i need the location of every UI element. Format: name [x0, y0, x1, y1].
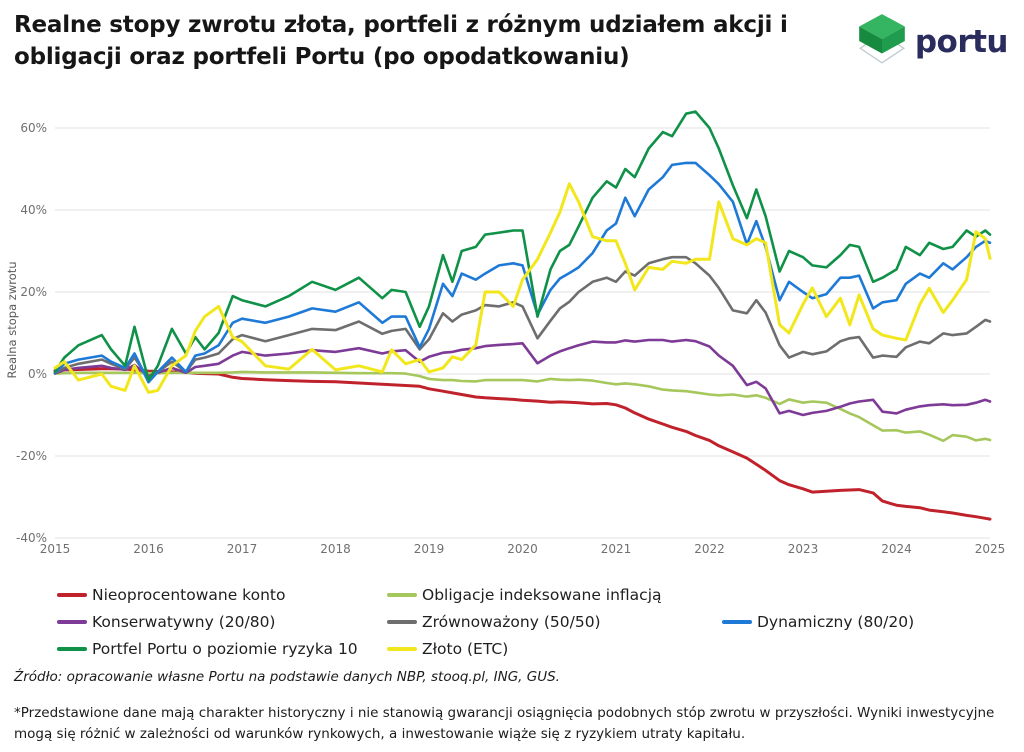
page-title-line-2: obligacji oraz portfeli Portu (po opodat… [14, 43, 630, 70]
chart-legend: Nieoprocentowane konto Obligacje indekso… [57, 586, 1007, 658]
legend-row-2: Konserwatywny (20/80) Zrównoważony (50/5… [57, 613, 1007, 631]
series-line-1 [53, 370, 992, 443]
series-line-3 [53, 255, 992, 380]
x-tick-label: 2019 [414, 542, 445, 556]
x-tick-label: 2021 [601, 542, 632, 556]
legend-swatch-darkgreen [57, 647, 87, 651]
source-note: Źródło: opracowanie własne Portu na pods… [14, 669, 560, 685]
legend-row-3: Portfel Portu o poziomie ryzyka 10 Złoto… [57, 640, 1007, 658]
legend-label: Konserwatywny (20/80) [92, 613, 276, 631]
series-line-5 [53, 110, 992, 382]
series-line-4 [53, 161, 992, 384]
portu-wordmark: portu [914, 23, 1009, 60]
legend-item-dynamiczny: Dynamiczny (80/20) [722, 613, 1007, 631]
legend-row-1: Nieoprocentowane konto Obligacje indekso… [57, 586, 1007, 604]
legend-label: Złoto (ETC) [422, 640, 509, 658]
page-title-line-1: Realne stopy zwrotu złota, portfeli z ró… [14, 12, 788, 38]
series-line-2 [53, 338, 992, 417]
legend-label: Portfel Portu o poziomie ryzyka 10 [92, 640, 358, 658]
page-title: Realne stopy zwrotu złota, portfeli z ró… [14, 10, 788, 73]
y-tick-label: -20% [16, 449, 47, 463]
legend-swatch-blue [722, 620, 752, 624]
x-tick-label: 2024 [881, 542, 912, 556]
x-tick-label: 2020 [507, 542, 538, 556]
portu-cube-icon [856, 12, 908, 72]
legend-item-zloto-etc: Złoto (ETC) [387, 640, 722, 658]
y-tick-label: -40% [16, 531, 47, 545]
legend-label: Zrównoważony (50/50) [422, 613, 601, 631]
y-tick-label: 40% [20, 203, 47, 217]
legend-item-zrownowazony: Zrównoważony (50/50) [387, 613, 722, 631]
y-tick-label: 20% [20, 285, 47, 299]
legend-swatch-lightgreen [387, 593, 417, 597]
legend-item-konserwatywny: Konserwatywny (20/80) [57, 613, 387, 631]
series-line-0 [53, 367, 992, 521]
legend-item-portfel-portu-ryzyko-10: Portfel Portu o poziomie ryzyka 10 [57, 640, 387, 658]
y-tick-label: 0% [28, 367, 47, 381]
x-tick-label: 2023 [788, 542, 819, 556]
y-axis-title: Realna stopa zwrotu [5, 261, 19, 378]
x-tick-label: 2018 [320, 542, 351, 556]
legend-label: Obligacje indeksowane inflacją [422, 586, 662, 604]
legend-swatch-red [57, 593, 87, 597]
legend-swatch-purple [57, 620, 87, 624]
line-chart: 60% 40% 20% 0% -20% -40%2015 2016 2017 2018 2019 2… [5, 110, 1006, 556]
x-tick-label: 2016 [133, 542, 164, 556]
x-tick-label: 2015 [40, 542, 71, 556]
legend-swatch-gray [387, 620, 417, 624]
y-tick-label: 60% [20, 121, 47, 135]
disclaimer-text: *Przedstawione dane mają charakter histo… [14, 705, 995, 742]
x-tick-label: 2022 [694, 542, 725, 556]
legend-swatch-yellow [387, 647, 417, 651]
x-tick-label: 2025 [975, 542, 1006, 556]
legend-label: Dynamiczny (80/20) [757, 613, 915, 631]
legend-item-nieoprocentowane-konto: Nieoprocentowane konto [57, 586, 387, 604]
x-tick-label: 2017 [227, 542, 258, 556]
portu-logo: portu [856, 12, 1009, 72]
series-line-6 [53, 182, 992, 394]
legend-item-obligacje-indeksowane: Obligacje indeksowane inflacją [387, 586, 722, 604]
legend-label: Nieoprocentowane konto [92, 586, 286, 604]
